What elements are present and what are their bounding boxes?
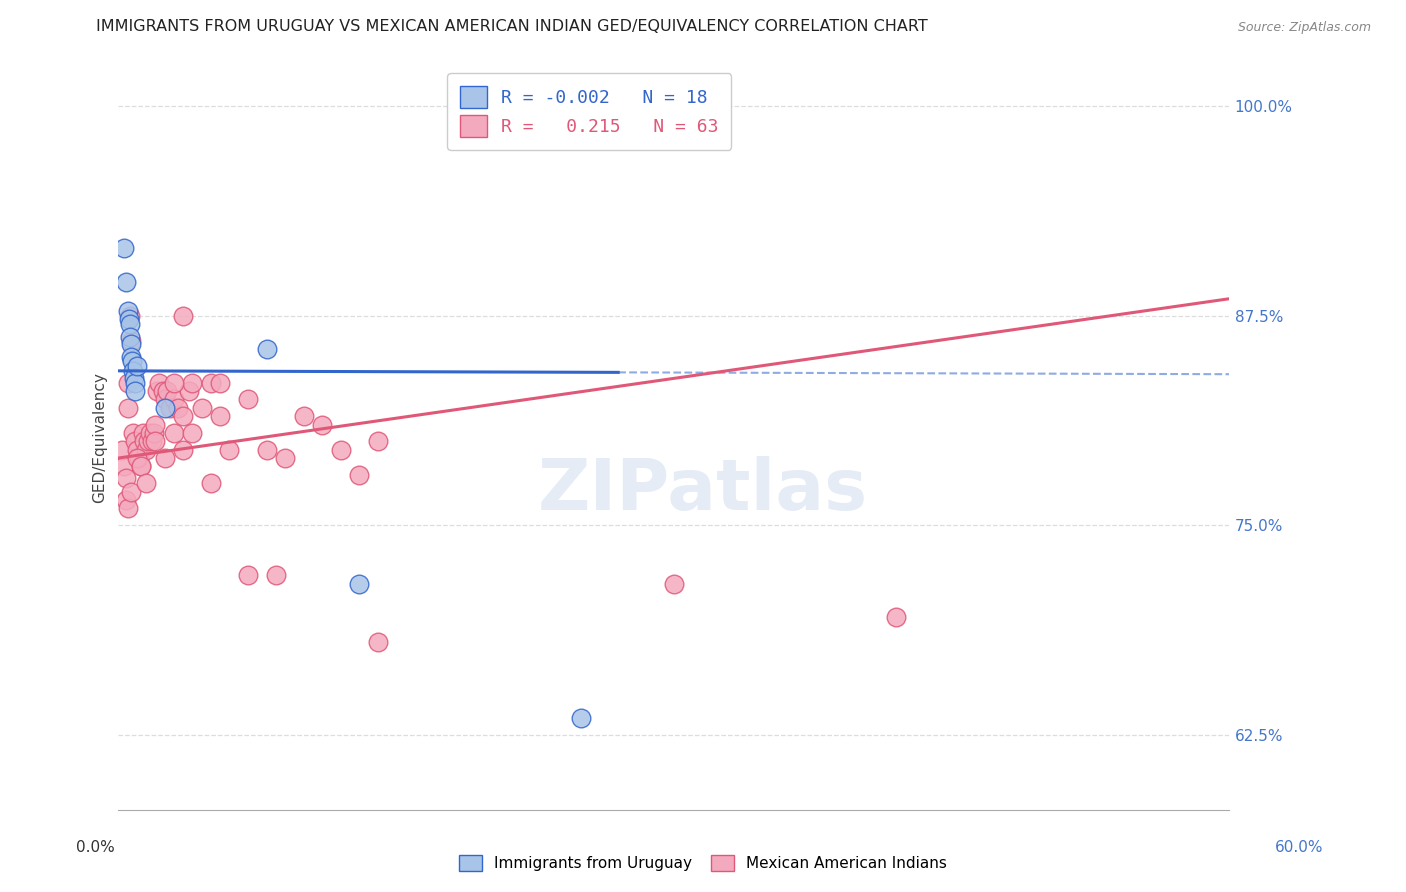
Point	[153, 401, 176, 415]
Point	[209, 409, 232, 424]
Point	[145, 434, 167, 449]
Point	[256, 342, 278, 356]
Text: IMMIGRANTS FROM URUGUAY VS MEXICAN AMERICAN INDIAN GED/EQUIVALENCY CORRELATION C: IMMIGRANTS FROM URUGUAY VS MEXICAN AMERI…	[96, 20, 928, 34]
Point	[146, 384, 169, 398]
Point	[177, 384, 200, 398]
Point	[311, 417, 333, 432]
Point	[236, 568, 259, 582]
Point	[367, 635, 389, 649]
Point	[124, 384, 146, 398]
Point	[129, 459, 152, 474]
Point	[125, 359, 148, 373]
Text: ZIPatlas: ZIPatlas	[538, 456, 868, 525]
Point	[264, 568, 287, 582]
Point	[117, 311, 139, 326]
Point	[134, 434, 156, 449]
Point	[181, 425, 204, 440]
Point	[112, 459, 135, 474]
Point	[347, 467, 370, 482]
Point	[172, 309, 194, 323]
Point	[172, 442, 194, 457]
Point	[256, 442, 278, 457]
Point	[884, 610, 907, 624]
Point	[153, 450, 176, 465]
Point	[120, 330, 142, 344]
Point	[200, 476, 222, 491]
Point	[163, 392, 186, 407]
Legend: Immigrants from Uruguay, Mexican American Indians: Immigrants from Uruguay, Mexican America…	[453, 849, 953, 877]
Point	[125, 450, 148, 465]
Point	[115, 275, 138, 289]
Point	[131, 425, 153, 440]
Text: 0.0%: 0.0%	[76, 840, 115, 855]
Point	[172, 409, 194, 424]
Point	[139, 425, 162, 440]
Point	[117, 376, 139, 390]
Point	[662, 576, 685, 591]
Point	[122, 364, 145, 378]
Point	[153, 392, 176, 407]
Point	[122, 370, 145, 384]
Text: 60.0%: 60.0%	[1275, 840, 1323, 855]
Point	[569, 711, 592, 725]
Point	[190, 401, 212, 415]
Point	[209, 376, 232, 390]
Point	[118, 309, 141, 323]
Point	[367, 434, 389, 449]
Point	[142, 425, 165, 440]
Point	[155, 384, 177, 398]
Y-axis label: GED/Equivalency: GED/Equivalency	[93, 372, 107, 502]
Point	[118, 317, 141, 331]
Point	[148, 376, 170, 390]
Point	[135, 442, 157, 457]
Point	[124, 434, 146, 449]
Point	[166, 401, 188, 415]
Point	[163, 425, 186, 440]
Point	[125, 442, 148, 457]
Point	[117, 501, 139, 516]
Point	[181, 376, 204, 390]
Point	[124, 376, 146, 390]
Point	[347, 576, 370, 591]
Point	[236, 392, 259, 407]
Point	[274, 450, 297, 465]
Point	[329, 442, 352, 457]
Point	[136, 434, 159, 449]
Point	[117, 303, 139, 318]
Point	[117, 401, 139, 415]
Legend: R = -0.002   N = 18, R =   0.215   N = 63: R = -0.002 N = 18, R = 0.215 N = 63	[447, 73, 731, 150]
Point	[292, 409, 315, 424]
Point	[145, 417, 167, 432]
Point	[159, 401, 181, 415]
Text: Source: ZipAtlas.com: Source: ZipAtlas.com	[1237, 21, 1371, 34]
Point	[128, 450, 150, 465]
Point	[152, 384, 174, 398]
Point	[115, 492, 138, 507]
Point	[122, 425, 145, 440]
Point	[141, 434, 163, 449]
Point	[121, 353, 143, 368]
Point	[112, 242, 135, 256]
Point	[129, 459, 152, 474]
Point	[120, 334, 142, 348]
Point	[135, 476, 157, 491]
Point	[120, 351, 142, 365]
Point	[120, 484, 142, 499]
Point	[163, 376, 186, 390]
Point	[111, 442, 134, 457]
Point	[200, 376, 222, 390]
Point	[120, 337, 142, 351]
Point	[218, 442, 240, 457]
Point	[115, 471, 138, 485]
